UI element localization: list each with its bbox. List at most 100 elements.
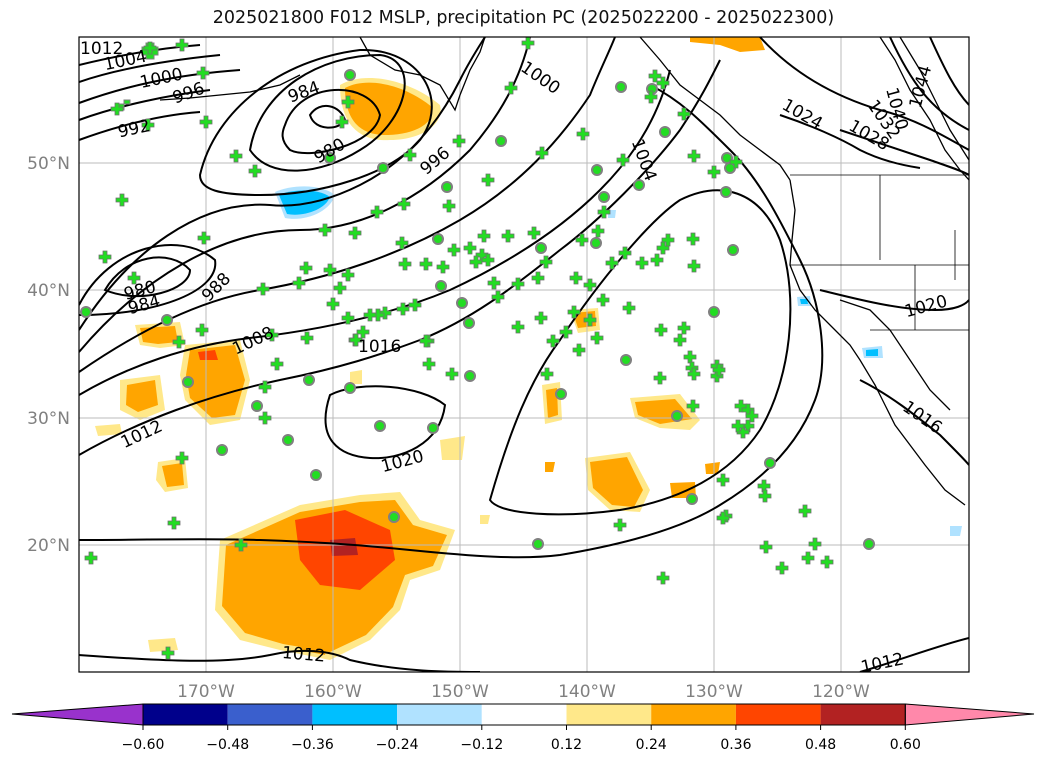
- station-plus-marker: [396, 302, 410, 316]
- station-plus-marker: [300, 331, 314, 345]
- station-plus-marker: [716, 473, 730, 487]
- isobar-label: 1012: [80, 39, 123, 59]
- lat-label: 20°N: [27, 536, 70, 556]
- station-plus-marker: [172, 335, 186, 349]
- station-plus-marker: [635, 256, 649, 270]
- station-plus-marker: [341, 311, 355, 325]
- station-plus-marker: [575, 233, 589, 247]
- isobar-label: 1020: [903, 292, 950, 323]
- station-plus-marker: [141, 118, 155, 132]
- station-plus-marker: [447, 243, 461, 257]
- colorbar-bin: [312, 704, 398, 725]
- station-plus-marker: [521, 37, 535, 50]
- station-plus-marker: [326, 297, 340, 311]
- station-plus-marker: [622, 301, 636, 315]
- station-plus-marker: [115, 193, 129, 207]
- colorbar-tick-label: −0.12: [460, 737, 503, 753]
- lon-label: 160°W: [304, 682, 362, 702]
- colorbar-bin: [735, 704, 821, 725]
- station-plus-marker: [798, 504, 812, 518]
- station-plus-marker: [422, 357, 436, 371]
- station-plus-marker: [648, 69, 662, 83]
- station-plus-marker: [716, 511, 730, 525]
- station-plus-marker: [656, 76, 670, 90]
- station-plus-marker: [567, 305, 581, 319]
- station-plus-marker: [527, 226, 541, 240]
- station-plus-marker: [370, 205, 384, 219]
- station-plus-marker: [683, 350, 697, 364]
- station-circles: [80, 69, 875, 550]
- colorbar-tick-label: −0.48: [206, 737, 249, 753]
- station-plus-marker: [534, 311, 548, 325]
- station-plus-marker: [234, 538, 248, 552]
- station-plus-marker: [591, 224, 605, 238]
- station-plus-marker: [395, 236, 409, 250]
- station-plus-marker: [501, 229, 515, 243]
- lon-label: 130°W: [685, 682, 743, 702]
- station-plus-marker: [583, 313, 597, 327]
- station-plus-marker: [673, 333, 687, 347]
- station-plus-marker: [463, 241, 477, 255]
- colorbar-bin: [481, 704, 567, 725]
- station-plus-marker: [452, 134, 466, 148]
- isobar-label: 1012: [859, 649, 905, 678]
- station-plus-marker: [419, 334, 433, 348]
- lon-label: 150°W: [431, 682, 489, 702]
- colorbar-tick-label: 0.60: [890, 737, 921, 753]
- station-plus-marker: [686, 232, 700, 246]
- station-plus-marker: [175, 38, 189, 52]
- station-plus-marker: [143, 41, 157, 55]
- station-plus-marker: [356, 325, 370, 339]
- station-plus-marker: [270, 357, 284, 371]
- map-title: 2025021800 F012 MSLP, precipitation PC (…: [212, 8, 835, 28]
- station-plus-marker: [661, 233, 675, 247]
- station-plus-marker: [299, 261, 313, 275]
- station-plus-marker: [398, 257, 412, 271]
- station-plus-marker: [256, 282, 270, 296]
- station-plus-marker: [258, 380, 272, 394]
- isobars: [79, 37, 969, 672]
- station-plus-marker: [687, 259, 701, 273]
- station-plus-marker: [650, 253, 664, 267]
- station-plus-marker: [801, 551, 815, 565]
- lon-label: 120°W: [812, 682, 870, 702]
- station-plus-marker: [677, 107, 691, 121]
- station-plus-marker: [349, 333, 363, 347]
- isobar-label: 992: [116, 116, 152, 142]
- station-plus-marker: [197, 231, 211, 245]
- station-plus-marker: [445, 367, 459, 381]
- lon-label: 170°W: [177, 682, 235, 702]
- station-plus-marker: [477, 229, 491, 243]
- colorbar-tick-label: 0.12: [551, 737, 582, 753]
- coastlines: [159, 37, 969, 506]
- lat-label: 50°N: [27, 154, 70, 174]
- station-plus-marker: [504, 81, 518, 95]
- station-plus-marker: [597, 205, 611, 219]
- station-plus-marker: [265, 328, 279, 342]
- station-plus-marker: [196, 66, 210, 80]
- isobar-label: 1012: [281, 643, 326, 667]
- station-plus-marker: [759, 540, 773, 554]
- station-plus-marker: [535, 146, 549, 160]
- station-plus-marker: [98, 250, 112, 264]
- isobar-label: 996: [416, 143, 454, 179]
- colorbar: −0.60 −0.48 −0.36 −0.24 −0.12 0.12 0.24 …: [11, 703, 1035, 753]
- station-plus-marker: [84, 551, 98, 565]
- station-plus-marker: [605, 256, 619, 270]
- station-plus-marker: [745, 409, 759, 423]
- station-plus-marker: [161, 646, 175, 660]
- station-plus-marker: [167, 516, 181, 530]
- station-plus-marker: [576, 127, 590, 141]
- station-plus-marker: [348, 226, 362, 240]
- colorbar-tick-label: 0.24: [636, 737, 667, 753]
- colorbar-bin: [143, 704, 228, 725]
- map-frame: [78, 36, 970, 673]
- station-plus-marker: [491, 290, 505, 304]
- station-plus-marker: [419, 257, 433, 271]
- station-plus-marker: [808, 537, 822, 551]
- colorbar-bin: [227, 704, 313, 725]
- station-plus-marker: [539, 255, 553, 269]
- colorbar-bin: [820, 704, 906, 725]
- station-plus-marker: [511, 320, 525, 334]
